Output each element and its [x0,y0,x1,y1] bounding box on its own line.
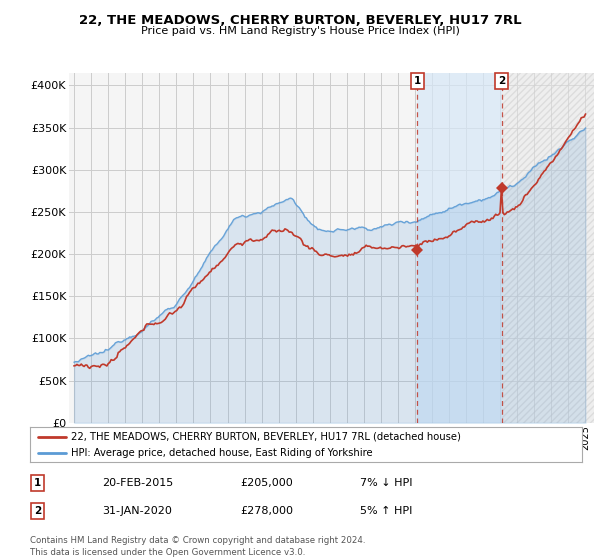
Text: 2: 2 [498,76,505,86]
Text: £205,000: £205,000 [240,478,293,488]
Text: 20-FEB-2015: 20-FEB-2015 [102,478,173,488]
Text: 1: 1 [34,478,41,488]
Bar [502,73,594,423]
Text: £278,000: £278,000 [240,506,293,516]
Text: HPI: Average price, detached house, East Riding of Yorkshire: HPI: Average price, detached house, East… [71,449,373,458]
Text: 7% ↓ HPI: 7% ↓ HPI [360,478,413,488]
Text: 22, THE MEADOWS, CHERRY BURTON, BEVERLEY, HU17 7RL (detached house): 22, THE MEADOWS, CHERRY BURTON, BEVERLEY… [71,432,461,442]
Text: Price paid vs. HM Land Registry's House Price Index (HPI): Price paid vs. HM Land Registry's House … [140,26,460,36]
Text: 2: 2 [34,506,41,516]
Bar [417,73,502,423]
Text: 1: 1 [413,76,421,86]
Text: Contains HM Land Registry data © Crown copyright and database right 2024.
This d: Contains HM Land Registry data © Crown c… [30,536,365,557]
Text: 5% ↑ HPI: 5% ↑ HPI [360,506,412,516]
Text: 22, THE MEADOWS, CHERRY BURTON, BEVERLEY, HU17 7RL: 22, THE MEADOWS, CHERRY BURTON, BEVERLEY… [79,14,521,27]
Text: 31-JAN-2020: 31-JAN-2020 [102,506,172,516]
